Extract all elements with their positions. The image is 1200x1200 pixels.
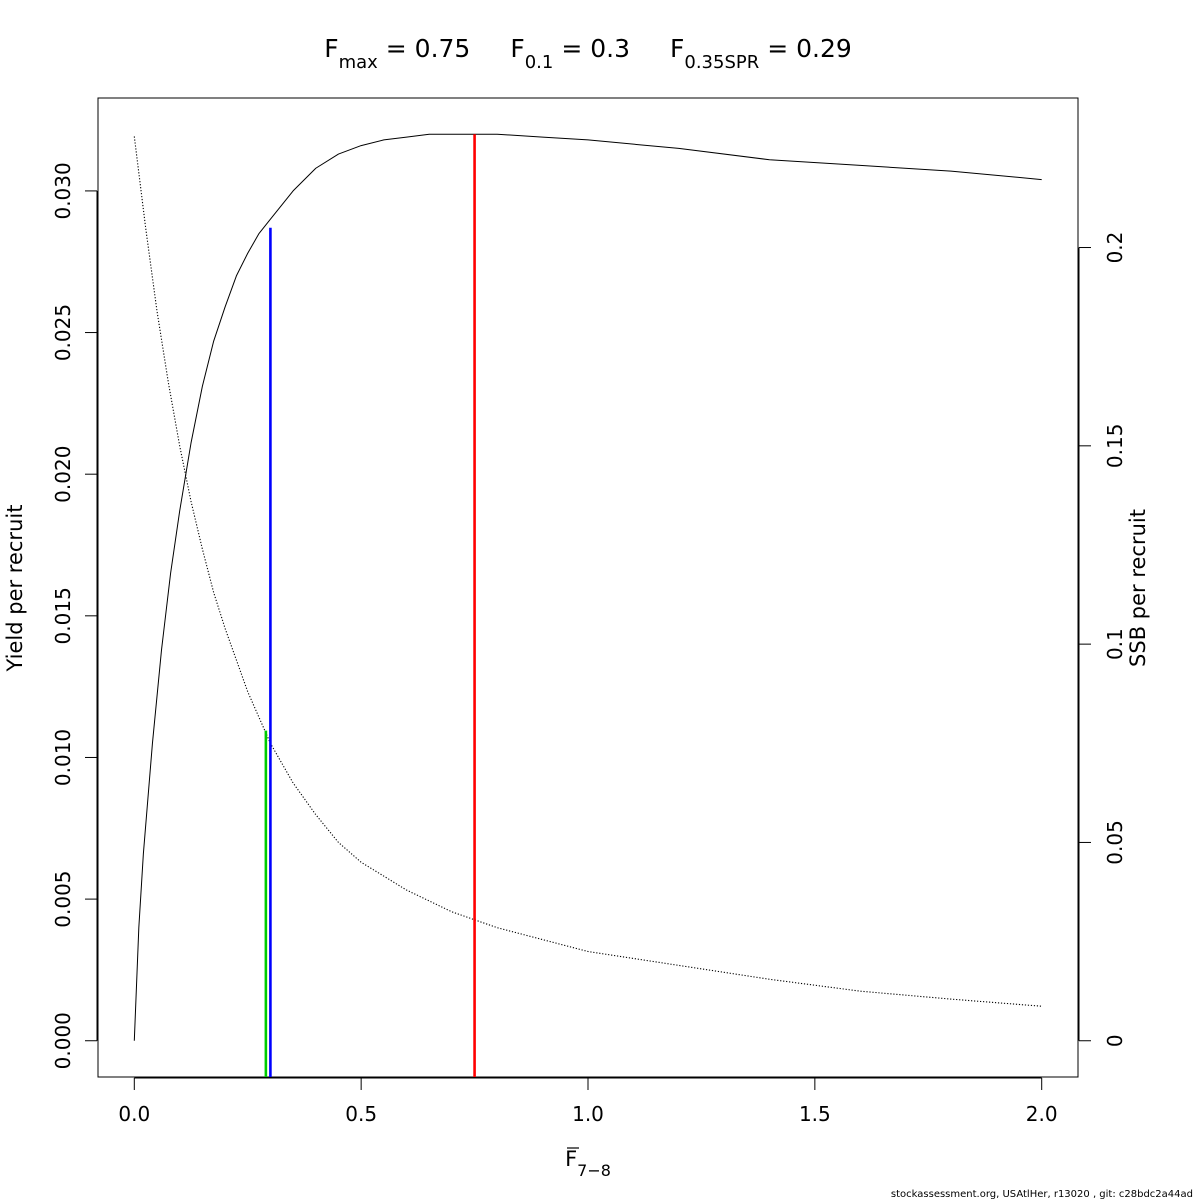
title-fspr-base: F (670, 34, 684, 63)
y2-tick-label: 0.1 (1103, 628, 1127, 660)
footer-credit: stockassessment.org, USAtlHer, r13020 , … (891, 1189, 1193, 1200)
title-fmax-sub: max (339, 52, 379, 73)
x-axis-title-base: F (565, 1147, 577, 1171)
y2-tick-label: 0 (1103, 1034, 1127, 1047)
axes: 0.0 0.5 1.0 1.5 2.0 0.000 0.005 0.010 0.015 0.020… (51, 162, 1127, 1126)
title-fmax-value: = 0.75 (378, 34, 471, 63)
x-tick-label: 0.5 (345, 1102, 377, 1126)
y-tick-label: 0.020 (51, 446, 75, 503)
y2-tick-label: 0.15 (1103, 424, 1127, 469)
y-tick-label: 0.005 (51, 870, 75, 927)
y2-tick-label: 0.2 (1103, 232, 1127, 264)
y2-tick-label: 0.05 (1103, 820, 1127, 865)
y2-axis-title: SSB per recruit (1126, 509, 1150, 667)
y-axis-title: Yield per recruit (3, 505, 27, 673)
series-layer (133, 133, 1042, 1041)
y-tick-label: 0.000 (51, 1012, 75, 1069)
ssb-per-recruit-line (133, 136, 1042, 1007)
chart-title: Fmax = 0.75 F0.1 = 0.3 F0.35SPR = 0.29 (324, 34, 852, 73)
title-f01-sub: 0.1 (525, 52, 554, 73)
y-tick-label: 0.025 (51, 304, 75, 361)
x-tick-label: 1.5 (799, 1102, 831, 1126)
y-tick-label: 0.015 (51, 587, 75, 644)
x-tick-label: 0.0 (118, 1102, 150, 1126)
title-fmax-base: F (324, 34, 338, 63)
title-fspr-value: = 0.29 (759, 34, 852, 63)
x-tick-label: 2.0 (1026, 1102, 1058, 1126)
reference-lines (264, 134, 476, 1077)
x-axis-title-sub: 7−8 (577, 1161, 611, 1180)
title-f01-value: = 0.3 (553, 34, 630, 63)
x-tick-label: 1.0 (572, 1102, 604, 1126)
title-fspr-sub: 0.35SPR (684, 52, 759, 73)
x-axis-title: F7−8 (565, 1147, 611, 1180)
y-tick-label: 0.030 (51, 162, 75, 219)
plot-frame (97, 97, 1079, 1078)
title-f01-base: F (510, 34, 524, 63)
y-tick-label: 0.010 (51, 729, 75, 786)
yield-per-recruit-line (133, 133, 1042, 1041)
